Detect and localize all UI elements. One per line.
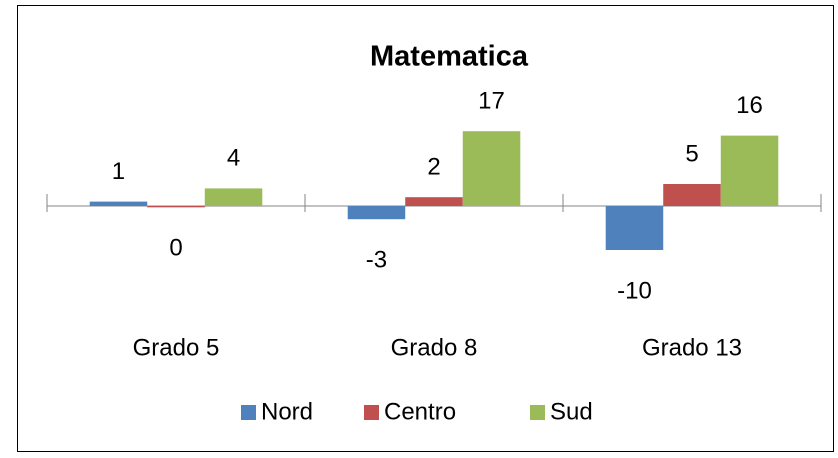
data-label: 4 — [227, 145, 240, 172]
bar — [720, 135, 779, 206]
bar — [663, 184, 721, 206]
x-tick-label: Grado 8 — [391, 334, 478, 361]
x-tick-label: Grado 5 — [133, 334, 220, 361]
legend-swatch — [364, 405, 379, 420]
legend-swatch — [530, 405, 545, 420]
legend-swatch — [241, 405, 256, 420]
bar — [204, 188, 263, 206]
bar — [405, 197, 463, 206]
legend-label: Centro — [384, 398, 456, 425]
bar — [605, 206, 664, 250]
bar — [347, 206, 406, 220]
data-label: 16 — [736, 92, 763, 119]
bar — [89, 201, 148, 206]
data-label: 1 — [112, 158, 125, 185]
chart-title: Matematica — [370, 41, 529, 73]
legend-label: Nord — [261, 398, 313, 425]
chart-border — [17, 5, 834, 452]
data-label: 5 — [685, 140, 698, 167]
data-label: 2 — [427, 154, 440, 181]
data-label: 17 — [478, 88, 505, 115]
x-tick-label: Grado 13 — [642, 334, 742, 361]
data-label: 0 — [169, 235, 182, 262]
bar — [147, 206, 205, 208]
bar — [462, 131, 521, 206]
legend-label: Sud — [550, 398, 593, 425]
data-label: -10 — [617, 277, 652, 304]
data-label: -3 — [366, 247, 387, 274]
